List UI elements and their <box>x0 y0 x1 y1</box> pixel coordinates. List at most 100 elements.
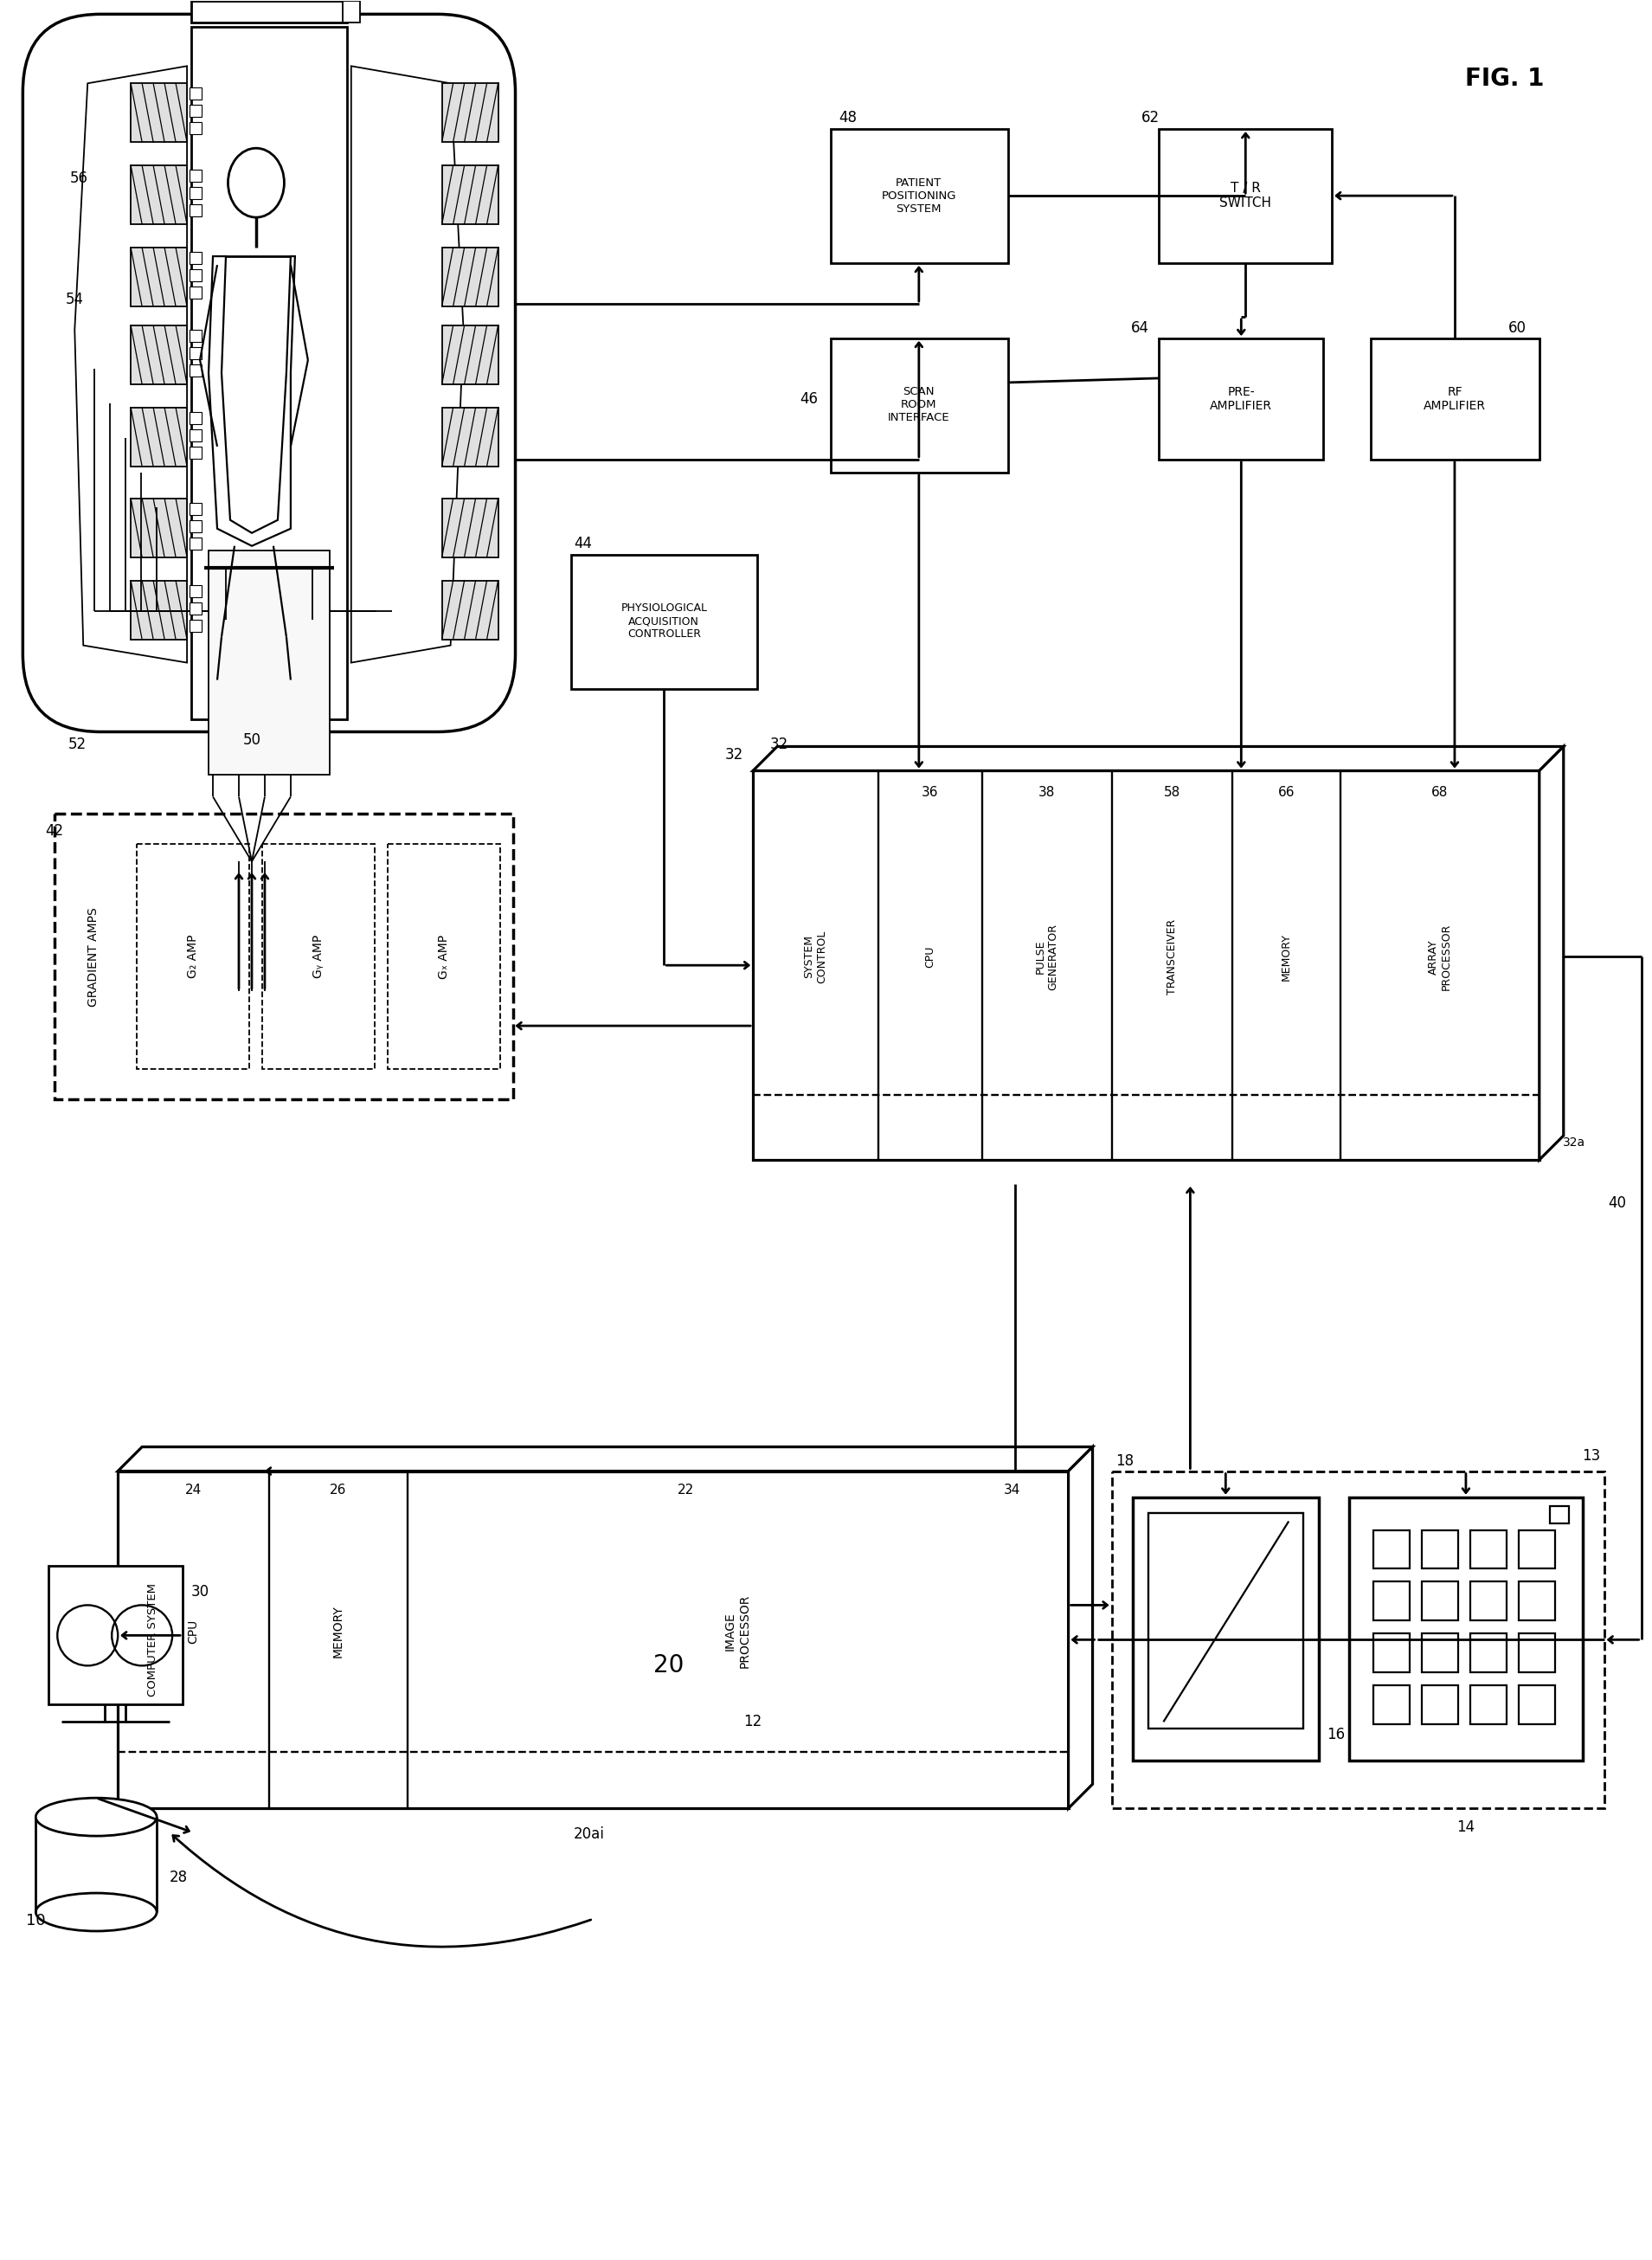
FancyBboxPatch shape <box>23 14 515 732</box>
Bar <box>441 581 497 640</box>
Text: G₂ AMP: G₂ AMP <box>187 936 200 979</box>
Bar <box>1470 1582 1507 1620</box>
Bar <box>263 845 375 1069</box>
Bar <box>831 129 1008 262</box>
Bar <box>55 814 512 1098</box>
Bar <box>572 554 757 689</box>
Polygon shape <box>74 66 187 662</box>
Text: 66: 66 <box>1277 786 1295 798</box>
Bar <box>441 407 497 466</box>
Text: 18: 18 <box>1115 1453 1133 1469</box>
Bar <box>1470 1634 1507 1672</box>
Text: PATIENT
POSITIONING
SYSTEM: PATIENT POSITIONING SYSTEM <box>882 176 957 215</box>
Bar <box>190 203 202 217</box>
Text: PHYSIOLOGICAL
ACQUISITION
CONTROLLER: PHYSIOLOGICAL ACQUISITION CONTROLLER <box>621 603 707 640</box>
Text: 60: 60 <box>1508 321 1526 337</box>
Text: 10: 10 <box>26 1912 46 1928</box>
Polygon shape <box>753 746 1563 771</box>
Text: MEMORY: MEMORY <box>332 1605 344 1657</box>
Bar <box>190 520 202 531</box>
Text: 28: 28 <box>169 1869 187 1885</box>
Bar <box>192 2 347 23</box>
Bar <box>190 348 202 359</box>
Polygon shape <box>208 255 296 547</box>
Text: 30: 30 <box>192 1584 210 1600</box>
Bar <box>190 330 202 341</box>
Text: 13: 13 <box>1583 1449 1601 1462</box>
Bar <box>190 502 202 515</box>
Bar <box>131 84 187 142</box>
Bar <box>388 845 501 1069</box>
Bar <box>441 165 497 224</box>
Text: 12: 12 <box>743 1713 762 1729</box>
Bar <box>1373 1582 1409 1620</box>
Bar <box>1350 1496 1583 1761</box>
Bar <box>131 249 187 307</box>
Text: 38: 38 <box>1039 786 1056 798</box>
Bar <box>1550 1505 1569 1523</box>
Text: 26: 26 <box>330 1483 347 1496</box>
Polygon shape <box>1069 1446 1092 1808</box>
Bar <box>190 538 202 549</box>
Text: 22: 22 <box>677 1483 694 1496</box>
Bar <box>1518 1686 1555 1724</box>
Text: ARRAY
PROCESSOR: ARRAY PROCESSOR <box>1427 922 1452 990</box>
Bar <box>1112 1471 1604 1808</box>
Bar <box>131 165 187 224</box>
Text: 32: 32 <box>770 737 788 753</box>
Text: MEMORY: MEMORY <box>1280 933 1292 981</box>
Text: 42: 42 <box>46 823 64 838</box>
Bar <box>190 447 202 459</box>
Text: 68: 68 <box>1432 786 1449 798</box>
Text: FIG. 1: FIG. 1 <box>1465 68 1545 90</box>
Bar <box>190 429 202 441</box>
Text: TRANSCEIVER: TRANSCEIVER <box>1166 920 1178 994</box>
Bar <box>190 287 202 298</box>
Text: IMAGE
PROCESSOR: IMAGE PROCESSOR <box>724 1593 750 1668</box>
Bar <box>190 122 202 133</box>
Bar <box>1422 1582 1459 1620</box>
Bar <box>192 27 347 719</box>
Bar <box>48 1566 183 1704</box>
Bar <box>190 170 202 181</box>
Ellipse shape <box>36 1894 157 1930</box>
Bar <box>190 601 202 615</box>
Bar <box>1371 339 1540 459</box>
Text: COMPUTER SYSTEM: COMPUTER SYSTEM <box>147 1582 159 1697</box>
Text: 62: 62 <box>1142 111 1160 127</box>
Text: T / R
SWITCH: T / R SWITCH <box>1219 181 1272 210</box>
Text: Gᵧ AMP: Gᵧ AMP <box>312 936 324 979</box>
Bar <box>117 1471 1069 1808</box>
Text: 44: 44 <box>573 536 591 551</box>
Bar <box>1373 1634 1409 1672</box>
Bar <box>190 585 202 597</box>
Bar <box>190 88 202 99</box>
Bar <box>1422 1530 1459 1568</box>
Text: 32a: 32a <box>1563 1137 1586 1148</box>
Text: 48: 48 <box>839 111 857 127</box>
Bar <box>1373 1530 1409 1568</box>
Ellipse shape <box>228 149 284 217</box>
Text: 20: 20 <box>653 1654 684 1677</box>
Text: 14: 14 <box>1457 1819 1475 1835</box>
Bar <box>190 269 202 280</box>
Text: PRE-
AMPLIFIER: PRE- AMPLIFIER <box>1209 386 1272 411</box>
Text: 16: 16 <box>1327 1727 1345 1742</box>
Polygon shape <box>1540 746 1563 1159</box>
Text: Gₓ AMP: Gₓ AMP <box>438 936 449 979</box>
Bar <box>131 407 187 466</box>
Bar <box>131 499 187 558</box>
Bar <box>441 84 497 142</box>
Text: 46: 46 <box>800 391 818 407</box>
Bar <box>1373 1686 1409 1724</box>
Text: 50: 50 <box>243 732 261 748</box>
Text: GRADIENT AMPS: GRADIENT AMPS <box>88 906 99 1006</box>
Bar <box>190 619 202 631</box>
Text: CPU: CPU <box>925 945 935 967</box>
Text: CPU: CPU <box>187 1618 200 1643</box>
Bar <box>190 364 202 377</box>
Bar <box>1422 1634 1459 1672</box>
Bar <box>1470 1686 1507 1724</box>
Bar <box>190 251 202 264</box>
Text: RF
AMPLIFIER: RF AMPLIFIER <box>1424 386 1485 411</box>
